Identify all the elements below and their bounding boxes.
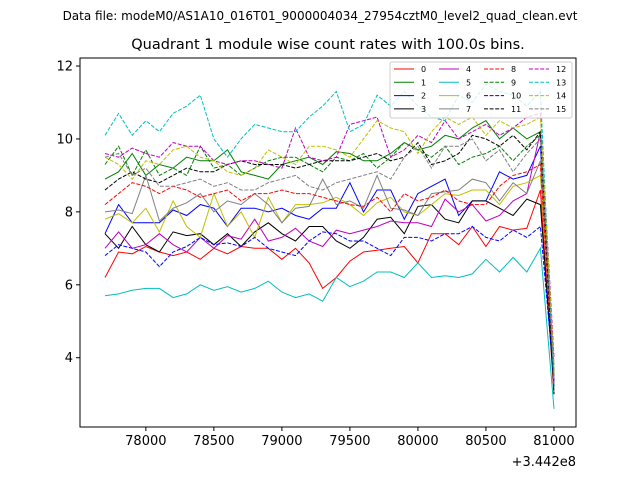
x-tick-label: 78000 (125, 434, 166, 449)
y-tick-label: 6 (65, 278, 73, 293)
plot-area (79, 57, 577, 428)
y-tick-label: 4 (65, 351, 73, 366)
legend-label-12: 12 (556, 65, 566, 74)
series-line-15 (104, 137, 555, 377)
plot-frame (79, 57, 577, 428)
legend-label-4: 4 (466, 65, 471, 74)
series-line-8 (104, 163, 555, 387)
y-tick-label: 8 (65, 205, 73, 220)
series-line-10 (104, 225, 555, 380)
x-tick-label: 78500 (193, 434, 234, 449)
legend-label-3: 3 (421, 105, 426, 114)
y-axis: 4 6 8 10 12 (56, 60, 80, 366)
legend-label-1: 1 (421, 78, 426, 87)
chart-suptitle: Data file: modeM0/AS1A10_016T01_90000040… (63, 9, 578, 23)
legend-label-10: 10 (511, 92, 521, 101)
x-axis: 78000 78500 79000 79500 80000 80500 81000 (125, 427, 575, 449)
legend-label-15: 15 (556, 105, 566, 114)
x-offset-label: +3.442e8 (512, 455, 576, 470)
series-line-2 (104, 145, 555, 384)
series-line-1 (104, 120, 555, 377)
series-line-9 (104, 134, 555, 373)
series-line-11 (104, 130, 555, 395)
series-line-6 (104, 174, 555, 373)
legend-label-11: 11 (511, 105, 521, 114)
chart-title: Quadrant 1 module wise count rates with … (131, 37, 525, 53)
legend-label-14: 14 (556, 92, 566, 101)
series-line-13 (104, 83, 555, 387)
series-line-4 (104, 131, 555, 384)
series-line-12 (104, 112, 555, 358)
legend-label-8: 8 (511, 65, 516, 74)
y-tick-label: 10 (56, 132, 73, 147)
series-line-3 (104, 198, 555, 387)
x-tick-label: 81000 (533, 434, 574, 449)
x-tick-label: 79000 (261, 434, 302, 449)
x-tick-label: 80000 (397, 434, 438, 449)
y-tick-label: 12 (56, 60, 73, 75)
legend-label-7: 7 (466, 105, 471, 114)
legend-label-9: 9 (511, 78, 516, 87)
series-line-14 (104, 116, 555, 366)
x-tick-label: 79500 (329, 434, 370, 449)
x-tick-label: 80500 (465, 434, 506, 449)
legend-label-13: 13 (556, 78, 566, 87)
legend-label-2: 2 (421, 92, 426, 101)
legend-label-5: 5 (466, 78, 471, 87)
series-line-7 (104, 160, 555, 366)
legend-label-6: 6 (466, 92, 471, 101)
series-line-5 (104, 246, 555, 409)
legend-box (389, 61, 573, 119)
legend-label-0: 0 (421, 65, 426, 74)
series-line-0 (104, 189, 555, 395)
